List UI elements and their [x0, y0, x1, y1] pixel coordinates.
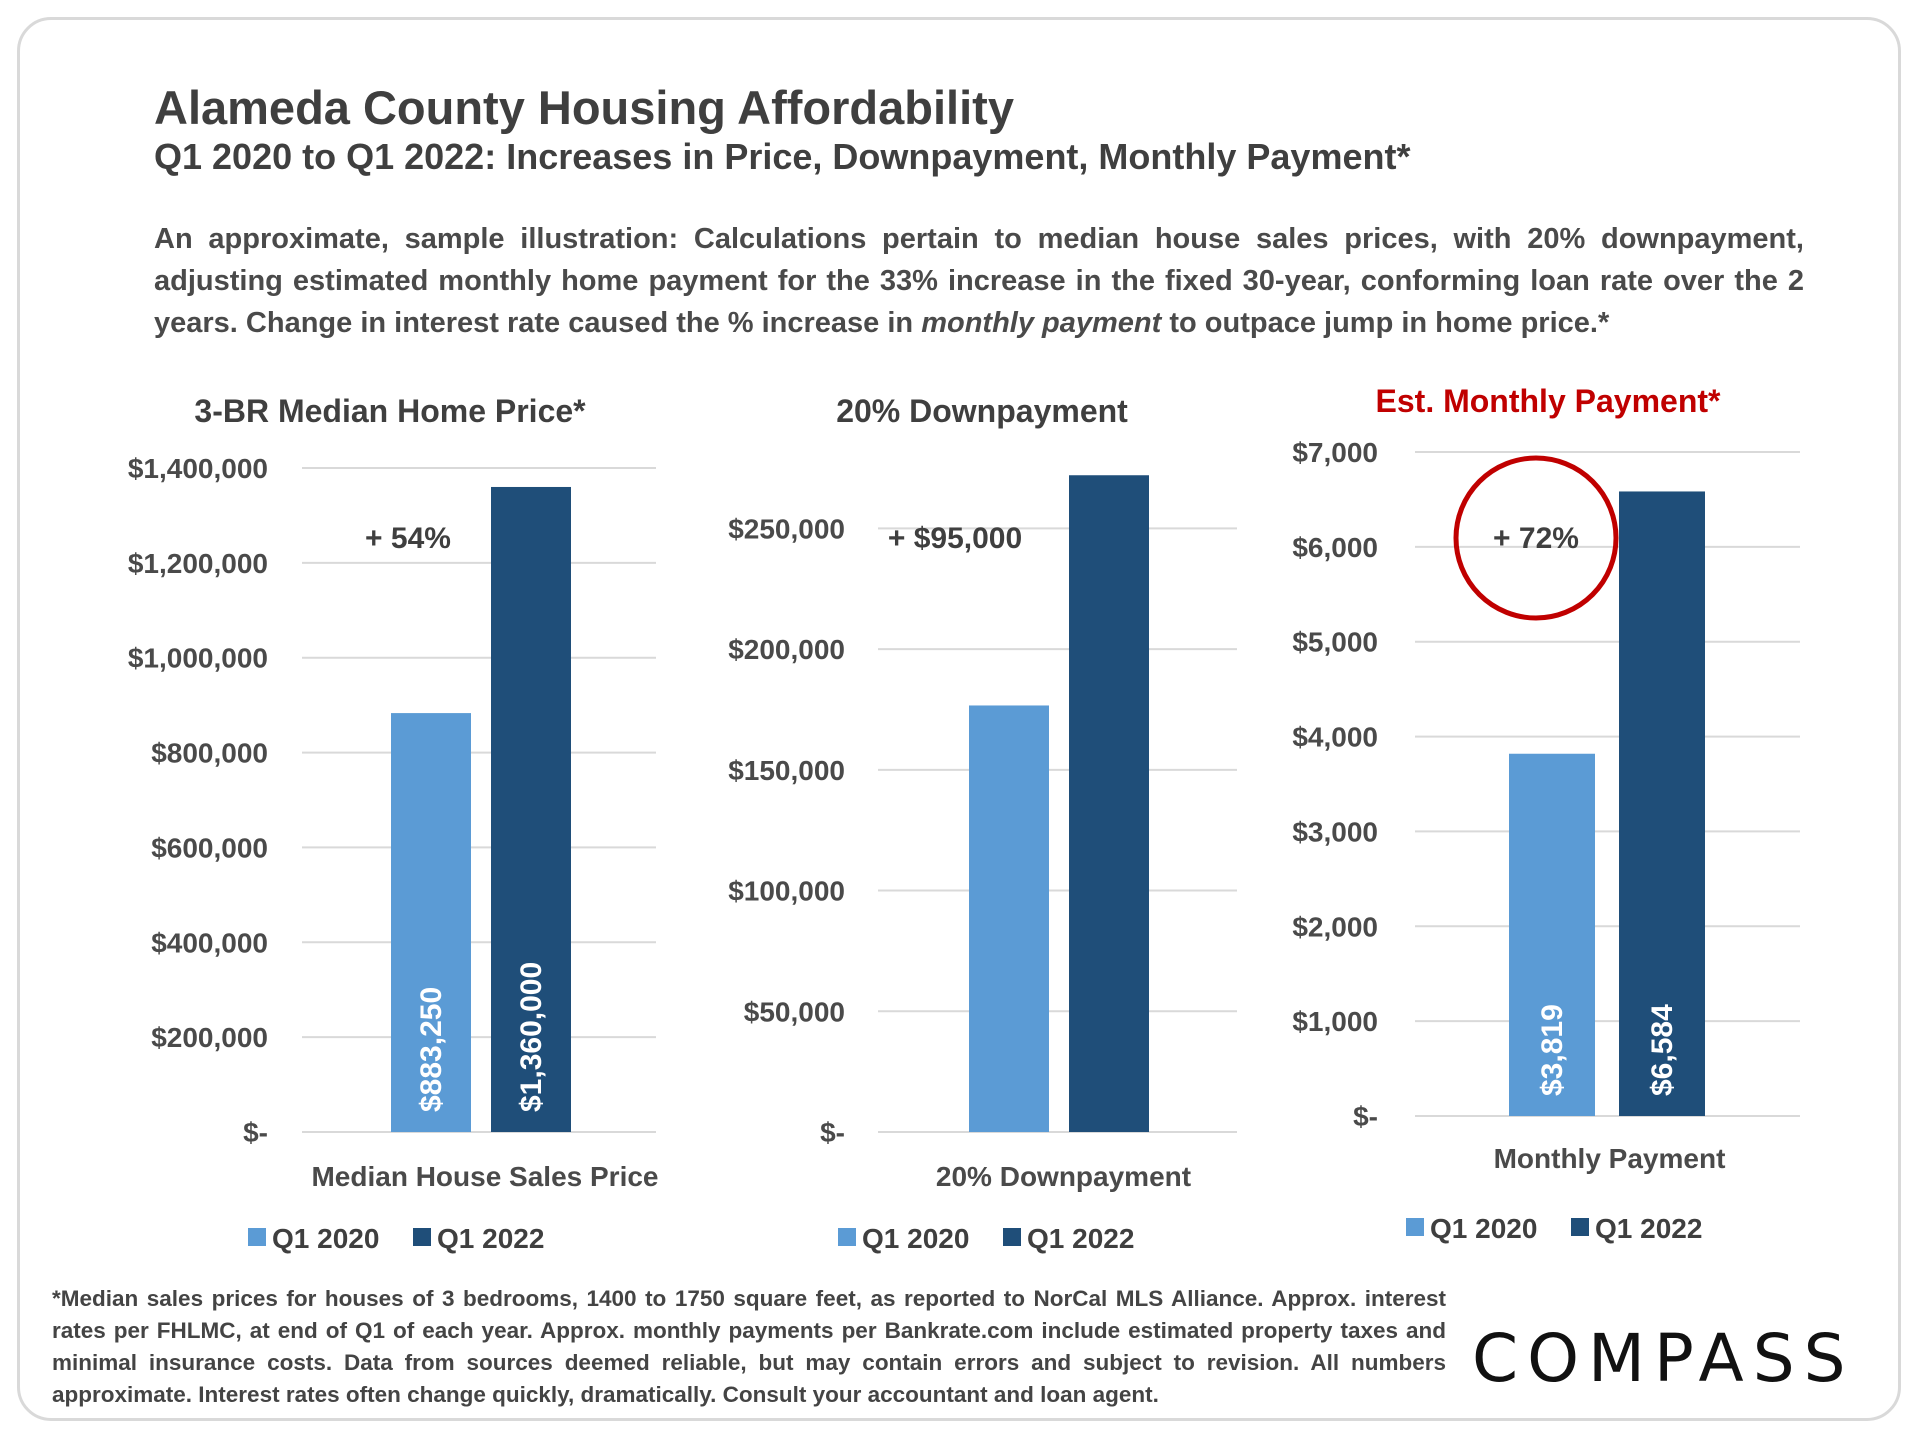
page-subtitle: Q1 2020 to Q1 2022: Increases in Price, …: [154, 136, 1411, 177]
y-tick-label: $-: [1353, 1101, 1378, 1132]
bar-q1-2020: [391, 713, 471, 1132]
change-annotation: + 54%: [365, 522, 451, 555]
description-text-end: to outpace jump in home price.*: [1161, 307, 1610, 339]
y-tick-label: $250,000: [728, 513, 845, 544]
y-tick-label: $200,000: [728, 634, 845, 665]
legend-label: Q1 2022: [1027, 1223, 1134, 1254]
y-tick-label: $-: [243, 1117, 268, 1148]
legend-label: Q1 2020: [862, 1223, 969, 1254]
legend-label: Q1 2020: [272, 1223, 379, 1254]
legend-label: Q1 2022: [1595, 1213, 1702, 1244]
bar-q1-2022: [491, 486, 571, 1132]
highlight-circle: [1453, 455, 1619, 621]
data-label: $1,360,000: [515, 962, 548, 1112]
y-tick-label: $200,000: [151, 1022, 268, 1053]
bar-q1-2020: [1509, 753, 1595, 1116]
card-frame: [17, 17, 1901, 1421]
footnote: *Median sales prices for houses of 3 bed…: [52, 1286, 1446, 1407]
legend-label: Q1 2022: [437, 1223, 544, 1254]
bar-q1-2022: [1069, 475, 1149, 1132]
y-tick-label: $1,000,000: [128, 643, 268, 674]
category-label: Monthly Payment: [1494, 1143, 1726, 1174]
legend-swatch: [1406, 1218, 1424, 1236]
description-emphasis: monthly payment: [921, 307, 1162, 339]
y-tick-label: $1,000: [1292, 1006, 1378, 1037]
legend-swatch: [1571, 1218, 1589, 1236]
chart-title: Est. Monthly Payment*: [1376, 383, 1722, 419]
legend-label: Q1 2020: [1430, 1213, 1537, 1244]
y-tick-label: $400,000: [151, 927, 268, 958]
y-tick-label: $5,000: [1292, 627, 1378, 658]
category-label: Median House Sales Price: [311, 1161, 658, 1192]
y-tick-label: $50,000: [744, 996, 845, 1027]
description: An approximate, sample illustration: Cal…: [154, 218, 1804, 344]
y-tick-label: $600,000: [151, 832, 268, 863]
description-text: An approximate, sample illustration: Cal…: [154, 223, 1804, 339]
legend-swatch: [248, 1228, 266, 1246]
y-tick-label: $2,000: [1292, 911, 1378, 942]
page-title: Alameda County Housing Affordability: [154, 81, 1014, 134]
legend-swatch: [413, 1228, 431, 1246]
category-label: 20% Downpayment: [936, 1161, 1191, 1192]
y-tick-label: $1,200,000: [128, 548, 268, 579]
y-tick-label: $1,400,000: [128, 453, 268, 484]
y-tick-label: $4,000: [1292, 722, 1378, 753]
y-tick-label: $-: [820, 1117, 845, 1148]
chart-title: 3-BR Median Home Price*: [194, 393, 586, 429]
legend-swatch: [1003, 1228, 1021, 1246]
change-annotation: + $95,000: [888, 522, 1022, 555]
y-tick-label: $150,000: [728, 755, 845, 786]
y-tick-label: $800,000: [151, 738, 268, 769]
legend-swatch: [838, 1228, 856, 1246]
y-tick-label: $3,000: [1292, 816, 1378, 847]
bar-q1-2020: [969, 705, 1049, 1132]
change-annotation: + 72%: [1493, 522, 1579, 555]
y-tick-label: $6,000: [1292, 532, 1378, 563]
y-tick-label: $7,000: [1292, 437, 1378, 468]
data-label: $883,250: [415, 987, 448, 1112]
data-label: $6,584: [1646, 1004, 1679, 1096]
data-label: $3,819: [1536, 1004, 1569, 1096]
compass-logo: COMPASS: [1472, 1320, 1855, 1397]
chart-title: 20% Downpayment: [836, 393, 1128, 429]
bar-q1-2022: [1619, 491, 1705, 1116]
y-tick-label: $100,000: [728, 876, 845, 907]
